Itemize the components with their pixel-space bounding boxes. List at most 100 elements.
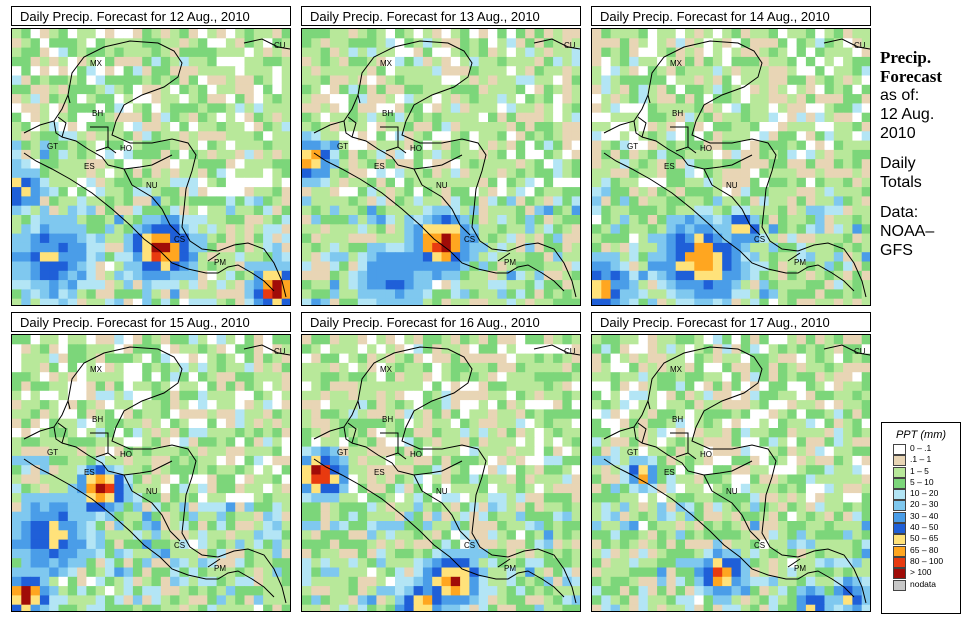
country-label: MX bbox=[90, 365, 103, 374]
legend-title: PPT (mm) bbox=[895, 429, 947, 441]
country-label: ES bbox=[84, 468, 95, 477]
info-title-2: Forecast bbox=[880, 67, 942, 86]
country-label: BH bbox=[672, 109, 683, 118]
legend-item: .1 – 1 bbox=[882, 454, 960, 467]
legend-label: 10 – 20 bbox=[910, 488, 939, 499]
country-label: NU bbox=[436, 487, 448, 496]
panel-title: Daily Precip. Forecast for 14 Aug., 2010 bbox=[591, 6, 871, 26]
panel-title: Daily Precip. Forecast for 12 Aug., 2010 bbox=[11, 6, 291, 26]
info-totals: Totals bbox=[880, 174, 922, 191]
info-source-1: NOAA– bbox=[880, 223, 935, 240]
precip-grid: MX BH GT HO ES NU CS PM CU bbox=[302, 29, 580, 305]
country-label: MX bbox=[380, 365, 393, 374]
info-asof: as of: bbox=[880, 87, 920, 104]
info-data: Data: bbox=[880, 204, 919, 221]
country-label: BH bbox=[672, 415, 683, 424]
legend-swatch bbox=[893, 466, 906, 478]
legend-item: 30 – 40 bbox=[882, 510, 960, 523]
country-label: MX bbox=[670, 59, 683, 68]
legend-swatch bbox=[893, 579, 906, 591]
country-label: HO bbox=[120, 144, 132, 153]
precip-grid: MX BH GT HO ES NU CS PM CU bbox=[302, 335, 580, 611]
coastline-borders bbox=[603, 344, 870, 604]
info-title-1: Precip. bbox=[880, 48, 932, 67]
country-label: HO bbox=[120, 450, 132, 459]
precip-grid: MX BH GT HO ES NU CS PM CU bbox=[592, 29, 870, 305]
panel-title: Daily Precip. Forecast for 16 Aug., 2010 bbox=[301, 312, 581, 332]
country-label: CU bbox=[854, 41, 866, 50]
country-label: CS bbox=[754, 235, 765, 244]
legend-swatch bbox=[893, 545, 906, 557]
legend-item: 10 – 20 bbox=[882, 488, 960, 501]
country-label: NU bbox=[146, 487, 158, 496]
country-label: PM bbox=[504, 258, 516, 267]
country-label: MX bbox=[380, 59, 393, 68]
legend-item: 80 – 100 bbox=[882, 555, 960, 568]
country-label: PM bbox=[794, 564, 806, 573]
precip-map: MX BH GT HO ES NU CS PM CU bbox=[301, 28, 581, 306]
country-label: HO bbox=[700, 450, 712, 459]
country-label: BH bbox=[92, 415, 103, 424]
legend-swatch bbox=[893, 489, 906, 501]
info-source-2: GFS bbox=[880, 242, 913, 259]
country-label: CS bbox=[174, 235, 185, 244]
legend-item: 65 – 80 bbox=[882, 544, 960, 557]
legend-item: 5 – 10 bbox=[882, 476, 960, 489]
precip-grid: MX BH GT HO ES NU CS PM CU bbox=[12, 335, 290, 611]
country-label: GT bbox=[47, 142, 58, 151]
legend-item: > 100 bbox=[882, 567, 960, 580]
country-label: MX bbox=[670, 365, 683, 374]
coastline-borders bbox=[313, 38, 580, 298]
country-label: PM bbox=[504, 564, 516, 573]
legend-label: 1 – 5 bbox=[910, 465, 929, 476]
country-label: BH bbox=[382, 415, 393, 424]
precip-map: MX BH GT HO ES NU CS PM CU bbox=[591, 28, 871, 306]
country-label: GT bbox=[627, 142, 638, 151]
legend-item: 40 – 50 bbox=[882, 522, 960, 535]
country-label: PM bbox=[214, 564, 226, 573]
country-label: ES bbox=[374, 162, 385, 171]
country-label: HO bbox=[700, 144, 712, 153]
panel-title: Daily Precip. Forecast for 13 Aug., 2010 bbox=[301, 6, 581, 26]
legend-label: 65 – 80 bbox=[910, 544, 939, 555]
legend-label: 30 – 40 bbox=[910, 510, 939, 521]
legend-label: .1 – 1 bbox=[910, 454, 932, 465]
country-label: CS bbox=[174, 541, 185, 550]
country-label: BH bbox=[382, 109, 393, 118]
country-label: CS bbox=[754, 541, 765, 550]
legend-swatch bbox=[893, 455, 906, 467]
coastline-borders bbox=[23, 38, 290, 298]
legend-label: 40 – 50 bbox=[910, 522, 939, 533]
legend-label: 5 – 10 bbox=[910, 476, 934, 487]
panel-title: Daily Precip. Forecast for 17 Aug., 2010 bbox=[591, 312, 871, 332]
legend-label: > 100 bbox=[910, 567, 932, 578]
info-date: 12 Aug. bbox=[880, 106, 935, 123]
country-label: GT bbox=[627, 448, 638, 457]
legend-swatch bbox=[893, 477, 906, 489]
country-label: ES bbox=[664, 162, 675, 171]
country-label: CS bbox=[464, 541, 475, 550]
legend-swatch bbox=[893, 523, 906, 535]
precip-grid: MX BH GT HO ES NU CS PM CU bbox=[12, 29, 290, 305]
country-label: NU bbox=[436, 181, 448, 190]
legend-swatch bbox=[893, 556, 906, 568]
legend-swatch bbox=[893, 568, 906, 580]
legend-label: 80 – 100 bbox=[910, 555, 944, 566]
country-label: GT bbox=[337, 448, 348, 457]
precip-map: MX BH GT HO ES NU CS PM CU bbox=[11, 28, 291, 306]
country-label: CU bbox=[854, 347, 866, 356]
legend-label: nodata bbox=[910, 578, 936, 589]
country-label: GT bbox=[337, 142, 348, 151]
country-label: CU bbox=[274, 41, 286, 50]
legend-label: 20 – 30 bbox=[910, 499, 939, 510]
country-label: PM bbox=[794, 258, 806, 267]
coastline-borders bbox=[603, 38, 870, 298]
country-label: CU bbox=[564, 41, 576, 50]
legend-swatch bbox=[893, 511, 906, 523]
coastline-borders bbox=[23, 344, 290, 604]
country-label: PM bbox=[214, 258, 226, 267]
country-label: BH bbox=[92, 109, 103, 118]
legend-label: 0 – .1 bbox=[910, 443, 932, 453]
legend-item: 20 – 30 bbox=[882, 499, 960, 512]
